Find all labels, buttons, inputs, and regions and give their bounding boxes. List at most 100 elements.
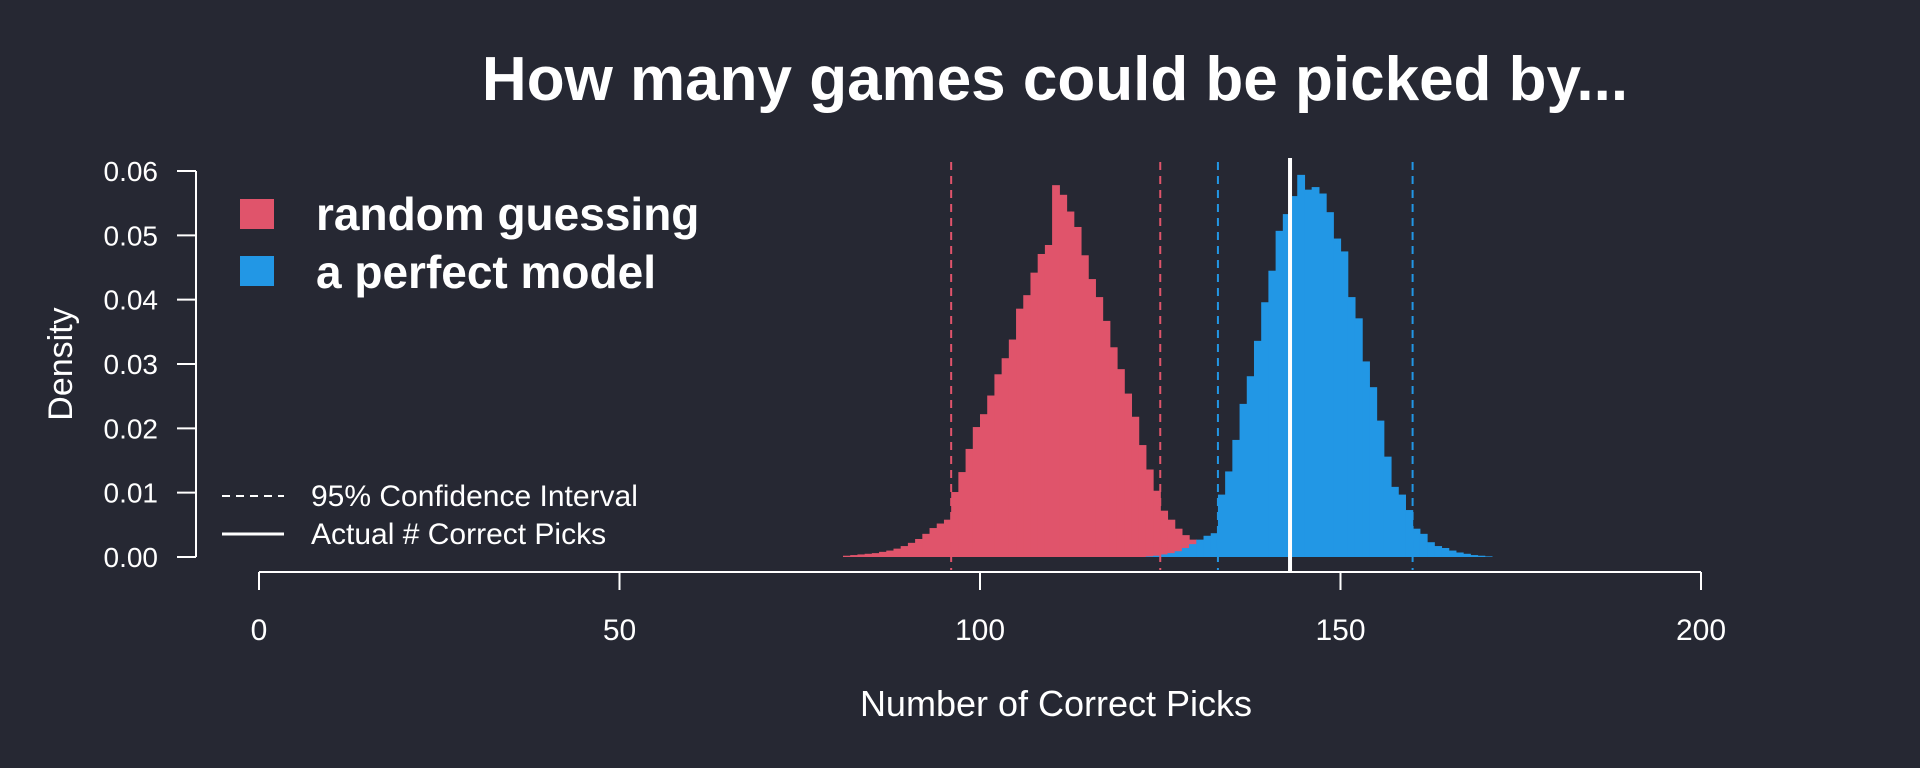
y-tick-label: 0.06 (104, 156, 159, 187)
bar-a-perfect-model-164 (1441, 547, 1450, 557)
bar-a-perfect-model-128 (1181, 547, 1190, 557)
bar-a-perfect-model-162 (1427, 542, 1435, 557)
bar-a-perfect-model-147 (1318, 193, 1327, 557)
x-ticks: 0 50 100 150 200 (251, 572, 1726, 647)
bar-a-perfect-model-145 (1304, 189, 1313, 557)
bar-a-perfect-model-132 (1210, 533, 1219, 557)
bar-a-perfect-model-169 (1477, 555, 1486, 557)
bar-random-guessing-126 (1167, 519, 1176, 557)
bar-random-guessing-93 (929, 528, 938, 557)
legend-swatch-random-guessing (240, 199, 274, 229)
bar-random-guessing-109 (1044, 244, 1053, 557)
bar-a-perfect-model-138 (1253, 340, 1262, 557)
bar-random-guessing-108 (1037, 253, 1046, 558)
bar-a-perfect-model-136 (1239, 403, 1248, 557)
bar-a-perfect-model-159 (1405, 510, 1414, 557)
legend-label-random-guessing: random guessing (316, 188, 699, 240)
bar-a-perfect-model-158 (1398, 494, 1406, 557)
legend-lines: 95% Confidence Interval Actual # Correct… (222, 480, 638, 551)
bar-random-guessing-115 (1088, 279, 1096, 557)
bar-a-perfect-model-140 (1268, 270, 1277, 557)
bar-random-guessing-90 (907, 542, 916, 557)
bar-random-guessing-82 (850, 555, 859, 557)
bar-random-guessing-121 (1131, 416, 1140, 557)
legend-series: random guessing a perfect model (240, 188, 699, 298)
bar-random-guessing-95 (943, 519, 952, 557)
bar-random-guessing-119 (1116, 369, 1125, 557)
bar-random-guessing-100 (980, 414, 988, 557)
bar-random-guessing-84 (864, 553, 873, 557)
bar-random-guessing-112 (1066, 211, 1075, 557)
bar-a-perfect-model-125 (1160, 554, 1169, 557)
bar-a-perfect-model-123 (1145, 556, 1154, 557)
bar-random-guessing-118 (1109, 347, 1118, 557)
y-tick-label: 0.03 (104, 349, 159, 380)
bar-a-perfect-model-155 (1376, 420, 1385, 557)
bar-a-perfect-model-137 (1246, 376, 1255, 557)
bar-a-perfect-model-133 (1217, 494, 1226, 557)
bar-a-perfect-model-144 (1297, 174, 1306, 558)
bar-random-guessing-83 (857, 554, 866, 557)
bar-random-guessing-110 (1052, 185, 1060, 558)
bar-a-perfect-model-148 (1326, 212, 1334, 557)
bar-random-guessing-113 (1073, 226, 1082, 557)
bar-random-guessing-116 (1095, 297, 1104, 557)
bar-random-guessing-127 (1174, 528, 1183, 557)
bar-random-guessing-125 (1160, 510, 1169, 557)
histogram-bars (843, 174, 1493, 558)
y-axis-label: Density (42, 307, 80, 420)
bar-a-perfect-model-126 (1167, 553, 1176, 557)
bar-random-guessing-128 (1181, 535, 1190, 557)
bar-a-perfect-model-146 (1311, 187, 1320, 558)
bar-a-perfect-model-127 (1174, 551, 1183, 557)
y-axis: 0.00 0.01 0.02 0.03 0.04 0.05 0.06 (104, 156, 197, 573)
bar-random-guessing-120 (1124, 393, 1133, 557)
bar-a-perfect-model-149 (1333, 238, 1342, 558)
bar-random-guessing-88 (893, 548, 902, 557)
bar-random-guessing-85 (871, 553, 880, 557)
y-tick-label: 0.02 (104, 413, 159, 444)
bar-a-perfect-model-124 (1153, 555, 1161, 557)
bar-a-perfect-model-154 (1369, 387, 1378, 557)
y-tick-label: 0.05 (104, 220, 159, 251)
bar-random-guessing-96 (951, 492, 959, 557)
bar-random-guessing-97 (958, 472, 967, 557)
y-tick-label: 0.00 (104, 542, 159, 573)
bar-random-guessing-107 (1030, 272, 1039, 557)
bar-a-perfect-model-160 (1412, 528, 1421, 557)
y-ticks: 0.00 0.01 0.02 0.03 0.04 0.05 0.06 (104, 156, 196, 573)
bar-a-perfect-model-153 (1362, 361, 1370, 557)
bar-a-perfect-model-143 (1290, 196, 1298, 557)
x-tick-label: 150 (1315, 614, 1365, 647)
bar-a-perfect-model-157 (1390, 486, 1399, 557)
bar-a-perfect-model-165 (1448, 550, 1457, 557)
bar-random-guessing-104 (1008, 339, 1017, 557)
bar-a-perfect-model-156 (1383, 456, 1392, 557)
bar-a-perfect-model-166 (1455, 552, 1464, 557)
bar-a-perfect-model-139 (1261, 302, 1269, 557)
bar-a-perfect-model-150 (1340, 251, 1349, 557)
bar-a-perfect-model-167 (1463, 553, 1471, 557)
bar-random-guessing-124 (1153, 490, 1161, 557)
bar-a-perfect-model-170 (1484, 556, 1493, 557)
bar-a-perfect-model-134 (1225, 471, 1233, 557)
reference-lines (950, 158, 1414, 572)
legend-label-confidence-interval: 95% Confidence Interval (311, 480, 638, 513)
bar-random-guessing-81 (843, 555, 851, 557)
bar-random-guessing-106 (1023, 295, 1032, 557)
bar-random-guessing-86 (879, 551, 887, 557)
bar-random-guessing-123 (1145, 469, 1154, 557)
bar-a-perfect-model-161 (1419, 533, 1428, 557)
bar-a-perfect-model-152 (1354, 318, 1363, 557)
bar-random-guessing-103 (1001, 358, 1010, 557)
bar-random-guessing-94 (936, 523, 945, 557)
bar-a-perfect-model-129 (1189, 544, 1197, 557)
x-tick-label: 50 (603, 614, 636, 647)
bar-random-guessing-98 (965, 448, 974, 557)
y-tick-label: 0.04 (104, 285, 159, 316)
bar-random-guessing-99 (972, 427, 981, 557)
bar-random-guessing-102 (994, 374, 1003, 557)
bar-random-guessing-117 (1102, 320, 1111, 557)
bar-a-perfect-model-131 (1203, 535, 1212, 557)
